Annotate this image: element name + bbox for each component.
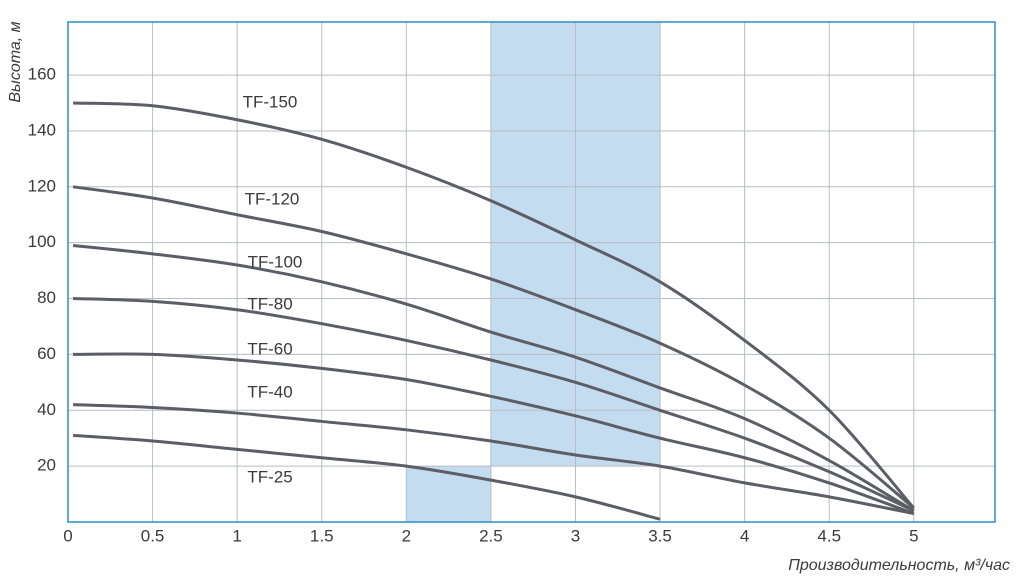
series-label: TF-80: [247, 294, 292, 313]
x-tick-label: 1.5: [310, 526, 334, 545]
series-label: TF-120: [245, 189, 300, 208]
y-tick-label: 140: [28, 120, 56, 139]
y-tick-label: 20: [37, 456, 56, 475]
x-tick-label: 2: [402, 526, 411, 545]
y-tick-label: 120: [28, 176, 56, 195]
plot-frame: [67, 21, 996, 523]
x-tick-label: 0: [63, 526, 72, 545]
series-label: TF-25: [247, 467, 292, 486]
curve: [73, 101, 915, 510]
x-tick-label: 3: [571, 526, 580, 545]
highlight-band: [406, 466, 491, 522]
series-label: TF-100: [248, 252, 303, 271]
curves: [72, 101, 915, 521]
y-tick-label: 40: [37, 400, 56, 419]
y-axis-label: Высота, м: [7, 21, 24, 102]
series-label: TF-40: [247, 382, 292, 401]
series-label: TF-150: [243, 92, 298, 111]
x-axis-label: Производительность, м³/час: [788, 557, 1010, 574]
curve: [73, 403, 915, 516]
labels: 0 0.5 1 1.5 2 2.5 3 3.5 4 4.5 5 20 40 60 80 100 120 140 16…: [28, 65, 919, 546]
curve: [73, 352, 915, 516]
x-tick-label: 1: [232, 526, 241, 545]
x-tick-label: 2.5: [479, 526, 503, 545]
series-label: TF-60: [247, 339, 292, 358]
x-tick-label: 4.5: [817, 526, 841, 545]
x-tick-label: 3.5: [648, 526, 672, 545]
y-tick-label: 60: [37, 344, 56, 363]
y-tick-label: 100: [28, 232, 56, 251]
curve: [73, 297, 915, 513]
x-tick-label: 5: [909, 526, 918, 545]
curve: [72, 185, 915, 510]
curve: [72, 243, 915, 513]
curve: [72, 433, 661, 521]
y-tick-label: 80: [37, 288, 56, 307]
x-tick-label: 4: [740, 526, 749, 545]
x-tick-label: 0.5: [141, 526, 165, 545]
y-tick-label: 160: [28, 65, 56, 84]
